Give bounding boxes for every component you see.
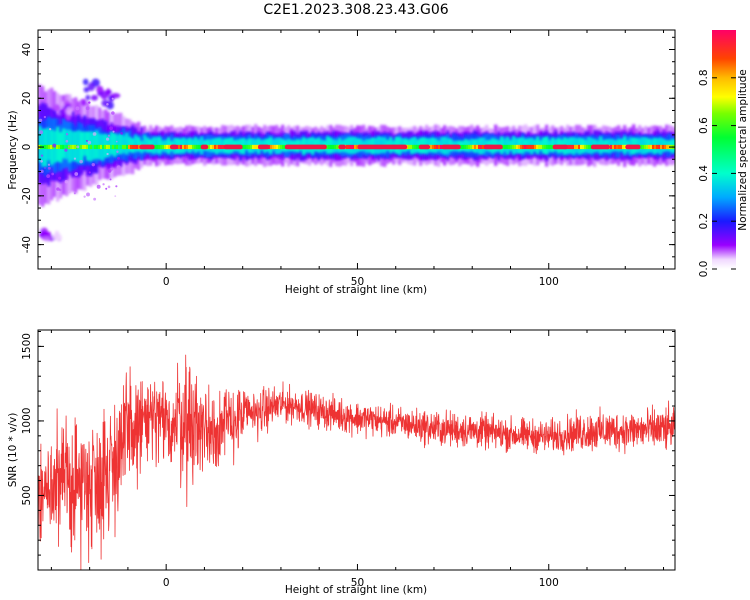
spectrogram-panel: 0 50 100 40 20 0 -20 -40 Height of straight lin…: [7, 29, 676, 296]
snr-series-line: [38, 354, 675, 570]
y-tick-label: 0: [21, 144, 33, 151]
x-tick-label: 50: [351, 577, 364, 589]
spectrogram-ylabel: Frequency (Hz): [7, 110, 19, 189]
y-tick-label: 40: [21, 43, 33, 56]
colorbar-gradient: [712, 30, 736, 269]
colorbar-ticks: 0.0 0.2 0.4 0.6 0.8: [698, 69, 736, 277]
y-tick-label: 20: [21, 92, 33, 105]
ridge-peak: [139, 144, 155, 150]
spectrogram-scatter: [38, 97, 123, 201]
ridge-peak: [338, 144, 346, 150]
ridge-peak: [625, 144, 641, 150]
colorbar-tick-label: 0.4: [698, 165, 710, 182]
ridge-peak: [257, 144, 270, 150]
ridge-peak: [223, 144, 243, 150]
spectrogram-heatmap: [38, 78, 675, 243]
ridge-peak: [284, 144, 327, 150]
x-tick-label: 100: [539, 276, 559, 288]
colorbar: 0.0 0.2 0.4 0.6 0.8 Normalized spectral ampl…: [698, 30, 749, 277]
spectrogram-xlabel: Height of straight line (km): [285, 284, 427, 296]
ridge-peak: [418, 144, 431, 150]
colorbar-tick-label: 0.0: [698, 261, 710, 278]
x-tick-label: 0: [163, 276, 170, 288]
figure-title: C2E1.2023.308.23.43.G06: [263, 2, 448, 18]
ridge-peak: [357, 144, 408, 150]
snr-xlabel: Height of straight line (km): [285, 584, 427, 596]
ridge-peak: [483, 144, 503, 150]
spectrogram-feature: [38, 227, 62, 243]
y-tick-label: 1500: [21, 333, 33, 360]
colorbar-tick-label: 0.6: [698, 117, 710, 134]
snr-ylabel: SNR (10 * v/v): [7, 413, 19, 488]
y-tick-label: -40: [21, 236, 33, 253]
ridge-peak: [441, 144, 461, 150]
spectrogram-feature: [81, 78, 121, 110]
snr-frame: [37, 329, 676, 571]
x-tick-label: 100: [539, 577, 559, 589]
colorbar-tick-label: 0.8: [698, 69, 710, 86]
colorbar-tick-label: 0.2: [698, 213, 710, 230]
y-tick-label: 1000: [21, 408, 33, 435]
ridge-peak: [169, 144, 178, 150]
spectrogram-feature: [53, 100, 74, 121]
y-tick-label: 500: [21, 485, 33, 505]
y-tick-label: -20: [21, 187, 33, 204]
x-tick-label: 0: [163, 577, 170, 589]
snr-panel: 0 50 100 500 1000 1500 Height of straight lin…: [7, 329, 676, 596]
ridge-peak: [200, 144, 209, 150]
colorbar-label: Normalized spectral amplitude: [737, 69, 749, 230]
spectrogram-frame: [37, 29, 676, 270]
ridge-core: [38, 144, 675, 150]
x-tick-label: 50: [351, 276, 364, 288]
ridge-peak: [552, 144, 568, 150]
ridge-peak: [590, 144, 610, 150]
